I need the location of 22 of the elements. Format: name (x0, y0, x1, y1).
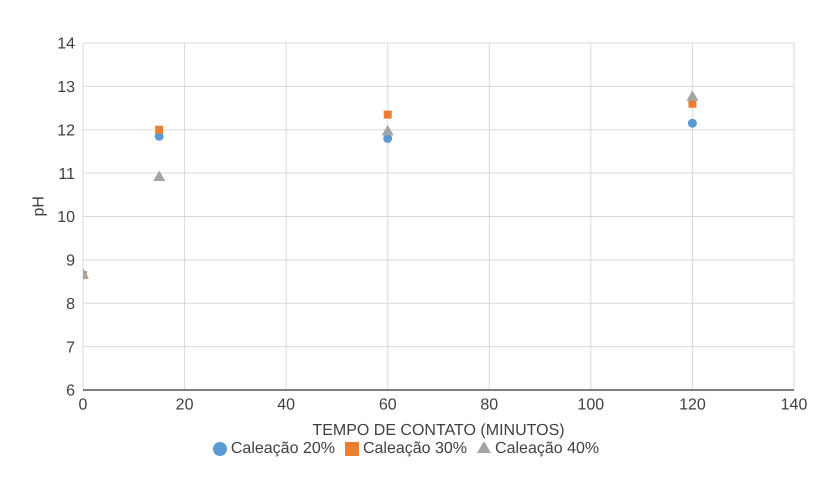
y-tick-label: 10 (57, 209, 76, 226)
x-tick-label: 0 (78, 396, 88, 414)
y-tick-label: 12 (57, 122, 76, 140)
y-tick-label: 7 (66, 339, 76, 356)
x-tick-label: 80 (480, 396, 498, 414)
x-tick-label: 20 (176, 396, 194, 414)
x-tick-label: 140 (780, 396, 808, 414)
x-tick-label: 120 (679, 396, 706, 414)
y-tick-label: 14 (57, 36, 76, 53)
x-tick-label: 60 (378, 396, 397, 414)
y-tick-label: 8 (66, 296, 76, 313)
x-tick-label: 100 (578, 396, 604, 414)
x-axis-title: TEMPO DE CONTATO (MINUTOS) (312, 422, 565, 439)
legend-label: Caleação 30% (362, 440, 468, 457)
y-tick-label: 13 (57, 79, 76, 96)
legend-label: Caleação 20% (230, 440, 335, 457)
x-tick-label: 40 (277, 396, 296, 414)
y-tick-label: 11 (58, 166, 76, 183)
y-axis-title: pH (30, 196, 48, 216)
y-tick-label: 6 (66, 382, 76, 400)
legend-label: Caleação 40% (495, 440, 600, 457)
y-tick-label: 9 (66, 252, 76, 270)
